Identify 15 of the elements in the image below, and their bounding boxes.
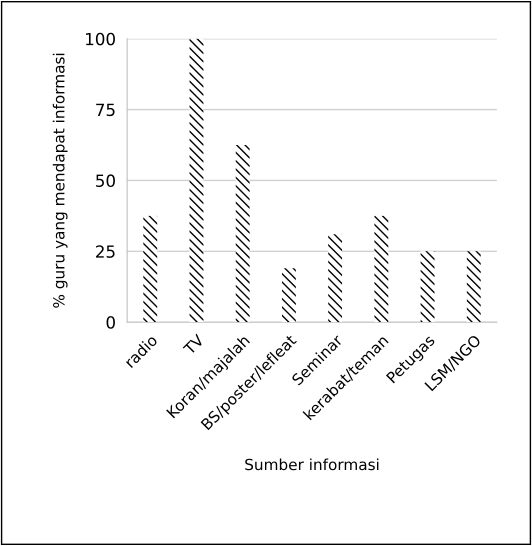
bar: [328, 234, 342, 322]
bar: [420, 251, 434, 322]
bar: [374, 216, 388, 322]
y-tick-label: 100: [86, 32, 115, 46]
bar: [143, 216, 158, 322]
y-tick-label: 50: [96, 174, 115, 188]
x-axis-title: Sumber informasi: [245, 458, 378, 470]
y-axis-title: % guru yang mendapat informasi: [52, 54, 68, 308]
bar: [236, 145, 250, 322]
bar: [282, 268, 296, 322]
y-tick-label: 25: [96, 245, 115, 258]
y-tick-label: 0: [106, 316, 115, 329]
y-tick-label: 75: [96, 104, 115, 116]
bar: [190, 38, 204, 322]
bar: [466, 251, 481, 322]
